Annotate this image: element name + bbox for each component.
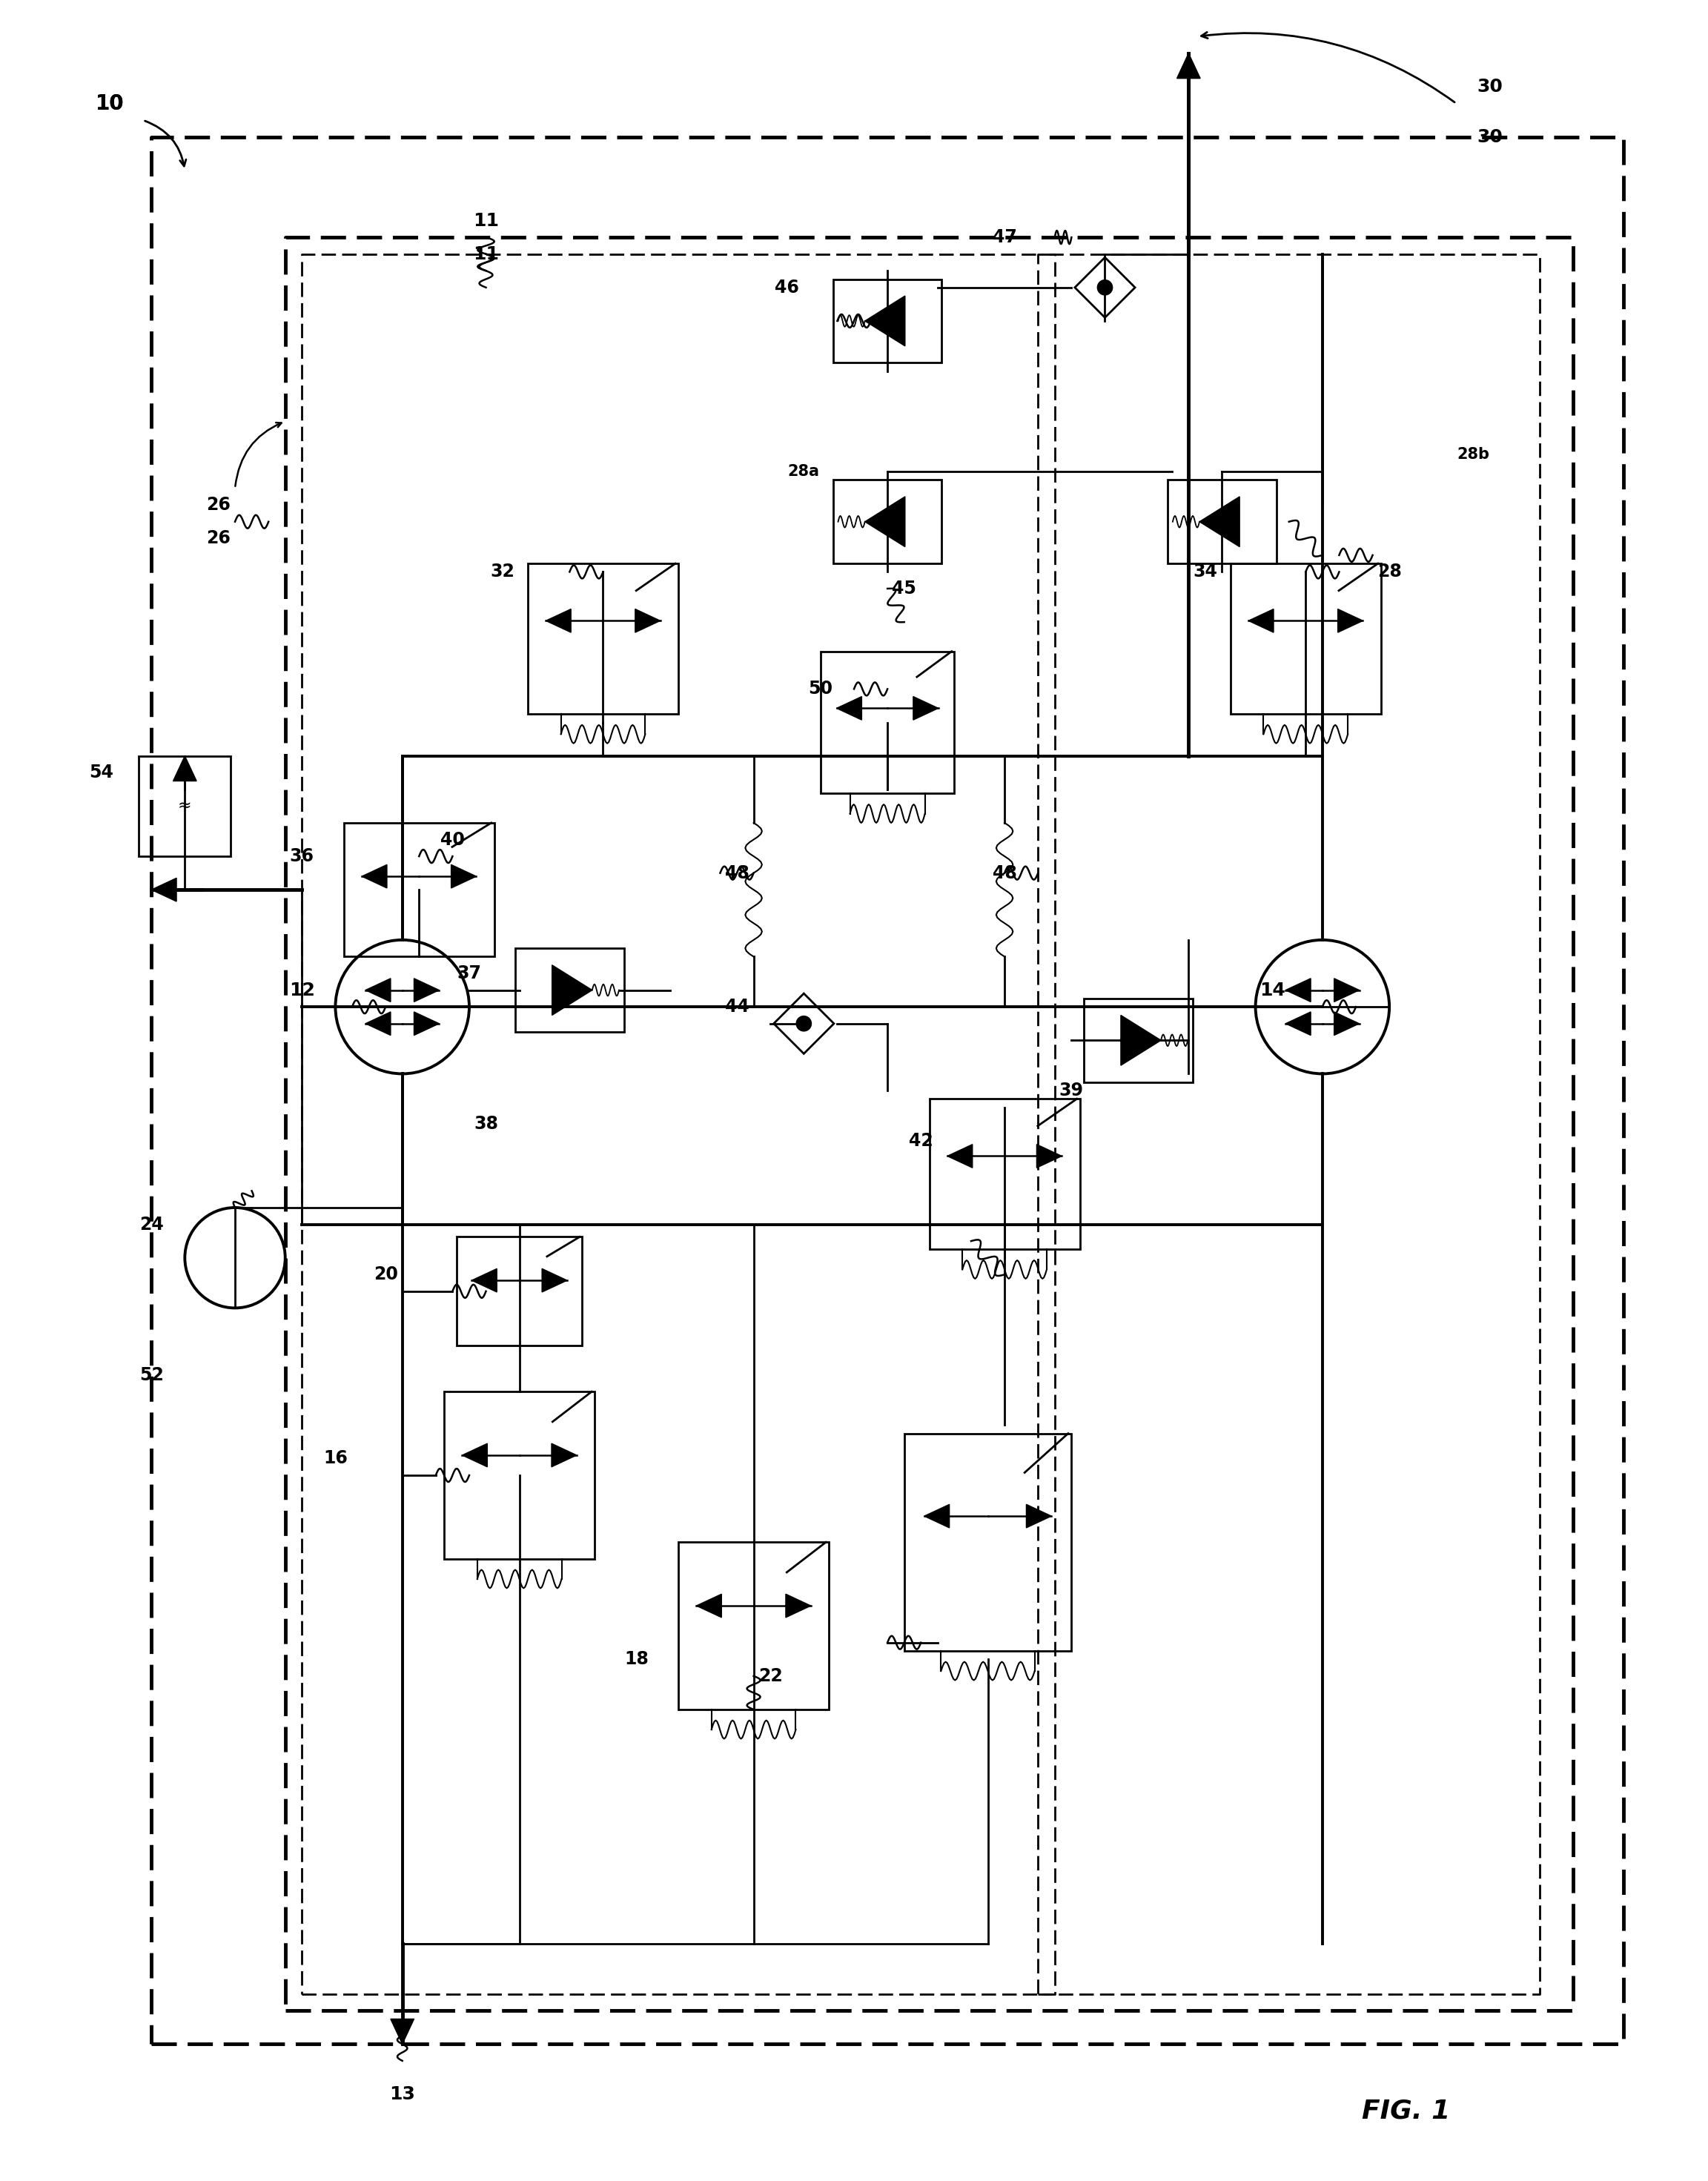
- Polygon shape: [413, 1012, 439, 1036]
- Text: 30: 30: [1477, 129, 1503, 146]
- Polygon shape: [1199, 497, 1240, 547]
- FancyArrowPatch shape: [236, 423, 282, 486]
- Polygon shape: [1337, 608, 1363, 632]
- Text: 20: 20: [374, 1265, 398, 1282]
- Text: 47: 47: [992, 229, 1016, 246]
- Text: 46: 46: [775, 279, 799, 297]
- Text: 39: 39: [1059, 1082, 1083, 1099]
- Bar: [678, 1542, 828, 1710]
- Text: 12: 12: [289, 981, 314, 999]
- Polygon shape: [1334, 979, 1360, 1001]
- Polygon shape: [1177, 52, 1201, 79]
- Bar: [1085, 999, 1192, 1082]
- Polygon shape: [451, 864, 477, 888]
- Text: 11: 11: [473, 212, 499, 229]
- Circle shape: [1098, 279, 1112, 294]
- Polygon shape: [1249, 608, 1274, 632]
- Bar: [1168, 480, 1276, 563]
- Polygon shape: [362, 864, 388, 888]
- Bar: [820, 652, 955, 794]
- Text: 52: 52: [138, 1365, 164, 1383]
- Text: 38: 38: [473, 1114, 499, 1132]
- Text: 34: 34: [1194, 563, 1218, 580]
- Polygon shape: [914, 696, 938, 720]
- Bar: [834, 480, 941, 563]
- Polygon shape: [547, 608, 570, 632]
- Text: 10: 10: [96, 94, 125, 113]
- Text: 36: 36: [290, 848, 314, 866]
- Polygon shape: [924, 1505, 950, 1529]
- Polygon shape: [366, 1012, 391, 1036]
- Text: 44: 44: [724, 999, 750, 1016]
- Bar: [444, 1391, 594, 1559]
- Polygon shape: [552, 1444, 577, 1468]
- FancyArrowPatch shape: [1201, 33, 1455, 103]
- Text: 42: 42: [909, 1132, 933, 1149]
- Circle shape: [552, 986, 562, 995]
- Polygon shape: [697, 1594, 721, 1618]
- Polygon shape: [552, 964, 593, 1014]
- Circle shape: [796, 1016, 811, 1032]
- Text: 18: 18: [625, 1651, 649, 1668]
- Text: 32: 32: [490, 563, 514, 580]
- Text: 54: 54: [89, 763, 113, 781]
- Circle shape: [1120, 1036, 1131, 1045]
- Polygon shape: [864, 297, 905, 347]
- Text: 26: 26: [207, 495, 231, 515]
- Polygon shape: [1334, 1012, 1360, 1036]
- Text: 40: 40: [441, 831, 465, 848]
- Polygon shape: [152, 879, 176, 901]
- Text: 30: 30: [1477, 79, 1503, 96]
- Text: 11: 11: [473, 244, 499, 264]
- Bar: [343, 822, 494, 957]
- Text: 48: 48: [992, 864, 1016, 881]
- Bar: [516, 949, 623, 1032]
- Text: 24: 24: [140, 1215, 164, 1232]
- Text: ≈: ≈: [178, 798, 191, 814]
- Text: 37: 37: [458, 964, 482, 981]
- FancyArrowPatch shape: [145, 120, 186, 166]
- Polygon shape: [541, 1269, 567, 1291]
- Polygon shape: [1286, 979, 1310, 1001]
- Polygon shape: [635, 608, 661, 632]
- Bar: [904, 1433, 1071, 1651]
- Text: 16: 16: [323, 1450, 348, 1468]
- Polygon shape: [413, 979, 439, 1001]
- Bar: [528, 563, 678, 713]
- Text: 10: 10: [96, 94, 125, 113]
- Polygon shape: [1027, 1505, 1052, 1529]
- Text: 28: 28: [1377, 563, 1402, 580]
- Bar: [929, 1099, 1079, 1250]
- Text: 14: 14: [1259, 981, 1284, 999]
- Text: 13: 13: [389, 2085, 415, 2102]
- Bar: [456, 1237, 582, 1346]
- Bar: [138, 757, 231, 857]
- Polygon shape: [1037, 1145, 1062, 1167]
- Polygon shape: [786, 1594, 811, 1618]
- Text: 28b: 28b: [1457, 447, 1489, 462]
- Polygon shape: [173, 757, 196, 781]
- Polygon shape: [1286, 1012, 1310, 1036]
- Bar: [1230, 563, 1382, 713]
- Polygon shape: [391, 2020, 413, 2044]
- Text: 48: 48: [724, 864, 750, 881]
- Bar: [834, 279, 941, 362]
- Polygon shape: [864, 497, 905, 547]
- Polygon shape: [471, 1269, 497, 1291]
- Text: FIG. 1: FIG. 1: [1361, 2098, 1450, 2124]
- Polygon shape: [948, 1145, 972, 1167]
- Text: 26: 26: [207, 530, 231, 547]
- Polygon shape: [463, 1444, 487, 1468]
- Text: 50: 50: [808, 680, 834, 698]
- Text: 28a: 28a: [787, 465, 820, 480]
- Polygon shape: [1120, 1014, 1161, 1064]
- Text: 22: 22: [758, 1666, 782, 1686]
- Text: 45: 45: [892, 580, 917, 598]
- Polygon shape: [837, 696, 863, 720]
- Polygon shape: [366, 979, 391, 1001]
